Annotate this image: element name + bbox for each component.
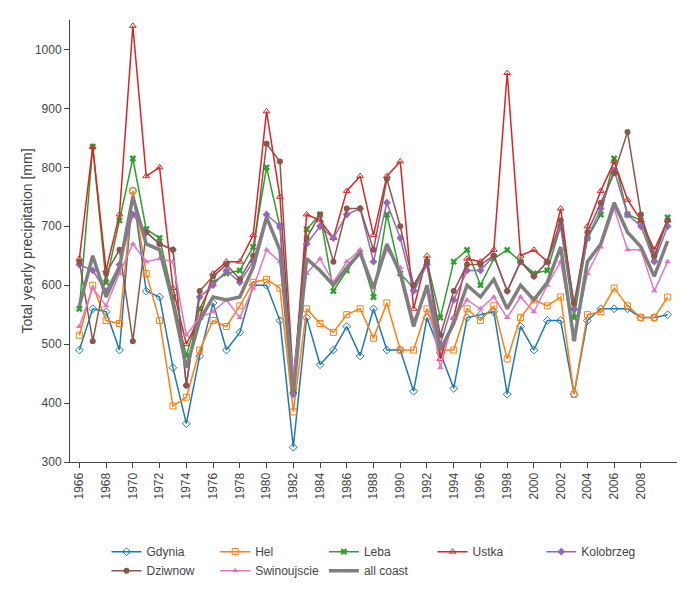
svg-text:1974: 1974 <box>179 472 193 499</box>
svg-text:1982: 1982 <box>286 472 300 499</box>
svg-text:1988: 1988 <box>366 472 380 499</box>
svg-text:300: 300 <box>42 455 62 469</box>
svg-text:1972: 1972 <box>152 472 166 499</box>
svg-text:1984: 1984 <box>313 472 327 499</box>
svg-text:Hel: Hel <box>255 545 273 559</box>
svg-text:1986: 1986 <box>340 472 354 499</box>
svg-text:1976: 1976 <box>206 472 220 499</box>
svg-text:Ustka: Ustka <box>473 545 504 559</box>
svg-text:1966: 1966 <box>72 472 86 499</box>
svg-text:1980: 1980 <box>259 472 273 499</box>
svg-text:800: 800 <box>42 161 62 175</box>
svg-text:1000: 1000 <box>35 43 62 57</box>
svg-text:600: 600 <box>42 278 62 292</box>
svg-text:Leba: Leba <box>364 545 391 559</box>
svg-text:700: 700 <box>42 219 62 233</box>
svg-text:Swinoujscie: Swinoujscie <box>255 564 319 578</box>
svg-text:1970: 1970 <box>126 472 140 499</box>
svg-text:1992: 1992 <box>420 472 434 499</box>
svg-text:1968: 1968 <box>99 472 113 499</box>
svg-text:1994: 1994 <box>447 472 461 499</box>
svg-text:900: 900 <box>42 102 62 116</box>
svg-text:1978: 1978 <box>233 472 247 499</box>
svg-text:2002: 2002 <box>554 472 568 499</box>
svg-text:2004: 2004 <box>580 472 594 499</box>
svg-text:Kolobrzeg: Kolobrzeg <box>581 545 635 559</box>
svg-text:1990: 1990 <box>393 472 407 499</box>
svg-text:2006: 2006 <box>607 472 621 499</box>
svg-text:Dziwnow: Dziwnow <box>147 564 195 578</box>
svg-text:400: 400 <box>42 396 62 410</box>
svg-text:1996: 1996 <box>473 472 487 499</box>
svg-text:Total yearly precipitation [mm: Total yearly precipitation [mm] <box>19 148 35 333</box>
svg-text:2008: 2008 <box>634 472 648 499</box>
svg-text:2000: 2000 <box>527 472 541 499</box>
svg-text:1998: 1998 <box>500 472 514 499</box>
svg-text:500: 500 <box>42 337 62 351</box>
svg-text:all coast: all coast <box>364 564 409 578</box>
svg-text:Gdynia: Gdynia <box>147 545 185 559</box>
